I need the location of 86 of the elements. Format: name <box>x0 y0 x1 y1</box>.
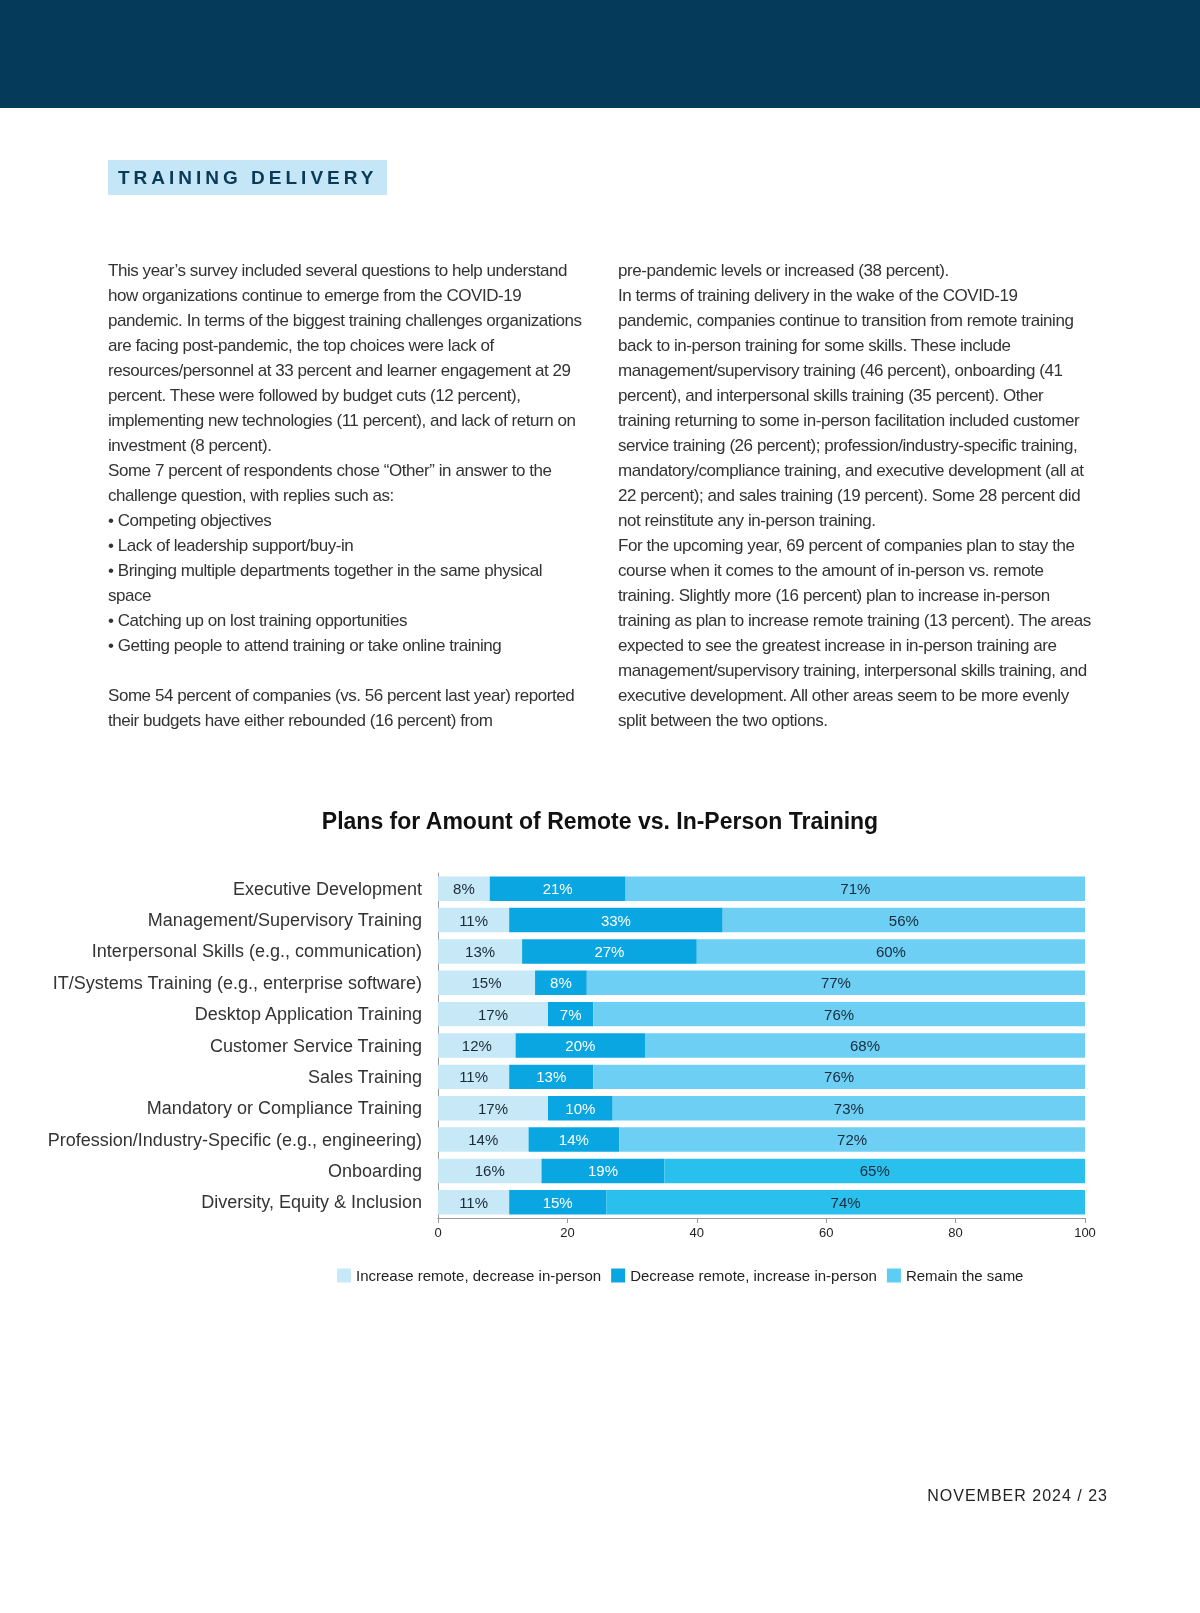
text: TRAINING DELIVERY <box>108 160 388 195</box>
data-label: 10% <box>565 1099 596 1117</box>
x-tick-label: 60 <box>818 1225 834 1240</box>
data-label: 11% <box>459 1068 489 1086</box>
legend-label: Decrease remote, increase in-person <box>630 1267 877 1284</box>
data-label: 60% <box>875 942 906 960</box>
x-tick-label: 80 <box>948 1225 963 1240</box>
data-label: 11% <box>459 911 489 929</box>
data-label: 14% <box>558 1131 589 1149</box>
bar <box>586 970 1085 995</box>
bar <box>664 1158 1085 1184</box>
text: This year’s survey included several questions to help understand how organizations continue to emerge from the COVID-19 pandemic. In terms of the biggest training challenges organizations are facing post-pandemic, the top choices were lack of resources/personnel at 33 percent and learner engagement at 29 percent. These were followed by budget cuts (12 percent), implementing new technologies (11 percent), and lack of return on investment (8 percent). Some 7 percent of respondents chose “Other” in answer to the challenge question, with replies such as: • Competing objectives • Lack of leadership support/buy-in • Bringing multiple departments together in the same physical space • Catching up on lost training opportunities • Getting people to attend training or take online training Some 54 percent of companies (vs. 56 percent last year) reported their budgets have either rebounded (16 percent) from <box>108 261 582 730</box>
data-label: 17% <box>477 1099 509 1117</box>
bar <box>645 1033 1085 1058</box>
data-label: 73% <box>833 1099 864 1117</box>
bar <box>509 1064 594 1090</box>
data-label: 27% <box>594 942 625 960</box>
y-tick-label: Desktop Application Training <box>194 1004 422 1025</box>
data-label: 15% <box>542 1193 573 1211</box>
bar <box>509 907 723 933</box>
chart-title: Plans for Amount of Remote vs. In-Person Training <box>321 807 879 834</box>
x-tick-label: 0 <box>434 1225 442 1240</box>
y-tick-label: IT/Systems Training (e.g., enterprise software) <box>52 972 422 993</box>
bar <box>438 1127 529 1152</box>
bar <box>438 1158 542 1184</box>
bar <box>696 939 1085 964</box>
data-label: 13% <box>465 942 496 960</box>
data-label: 21% <box>542 880 573 898</box>
bar <box>619 1127 1085 1152</box>
data-label: 17% <box>477 1005 509 1023</box>
bar <box>438 939 523 964</box>
data-label: 19% <box>587 1162 618 1180</box>
bar <box>438 1033 516 1058</box>
bar <box>612 1096 1085 1121</box>
data-label: 8% <box>550 974 572 992</box>
bar <box>606 1190 1085 1215</box>
bar <box>593 1001 1085 1027</box>
bar <box>515 1033 646 1058</box>
data-label: 74% <box>830 1193 861 1211</box>
data-label: 72% <box>837 1131 868 1149</box>
data-label: 68% <box>850 1037 881 1054</box>
bar <box>438 970 536 995</box>
bar <box>438 1096 548 1121</box>
data-label: 11% <box>459 1193 489 1211</box>
y-tick-label: Executive Development <box>232 878 422 899</box>
data-label: 8% <box>453 880 475 898</box>
bar <box>593 1064 1085 1090</box>
bar <box>438 1001 548 1027</box>
bar <box>509 1190 607 1215</box>
bar <box>489 876 626 901</box>
text: pre-pandemic levels or increased (38 percent). In terms of training delivery in the wake of the COVID-19 pandemic, companies continue to transition from remote training back to in-person training for some skills. These include management/supervisory training (46 percent), onboarding (41 percent), and interpersonal skills training (35 percent). Other training returning to some in-person facilitation included customer service training (26 percent); profession/industry-specific training, mandatory/compliance training, and executive development (all at 22 percent); and sales training (19 percent). Some 28 percent did not reinstitute any in-person training. For the upcoming year, 69 percent of companies plan to stay the course when it comes to the amount of in-person vs. remote training. Slightly more (16 percent) plan to increase in-person training as plan to increase remote training (13 percent). The areas expected to see the greatest increase in in-person training are management/supervisory training, interpersonal skills training, and executive development. All other areas seem to be more evenly split between the two options. <box>618 261 1091 730</box>
bar <box>625 876 1085 901</box>
y-tick-label: Sales Training <box>307 1066 422 1087</box>
data-label: 15% <box>471 974 502 992</box>
y-tick-label: Diversity, Equity & Inclusion <box>201 1192 422 1213</box>
data-label: 12% <box>461 1037 492 1054</box>
data-label: 76% <box>824 1005 855 1023</box>
data-label: 14% <box>468 1131 499 1149</box>
data-label: 71% <box>840 880 871 898</box>
y-tick-label: Management/Supervisory Training <box>147 910 422 931</box>
bar <box>438 1190 510 1215</box>
data-label: 13% <box>536 1068 567 1086</box>
bar <box>522 939 697 964</box>
data-label: 20% <box>565 1037 596 1054</box>
legend-label: Increase remote, decrease in-person <box>356 1267 602 1284</box>
data-label: 77% <box>820 974 851 992</box>
bar <box>438 876 490 901</box>
data-label: 33% <box>600 911 631 929</box>
data-label: 76% <box>824 1068 855 1086</box>
y-tick-label: Profession/Industry-Specific (e.g., engineering) <box>47 1129 422 1150</box>
bar <box>541 1158 665 1184</box>
data-label: 56% <box>888 911 919 929</box>
x-tick-label: 20 <box>560 1225 575 1240</box>
y-tick-label: Interpersonal Skills (e.g., communication) <box>91 941 422 962</box>
y-tick-label: Mandatory or Compliance Training <box>146 1098 422 1119</box>
y-tick-label: Customer Service Training <box>209 1035 422 1056</box>
bar <box>722 907 1085 933</box>
data-label: 7% <box>559 1005 582 1023</box>
bar <box>528 1127 620 1152</box>
data-label: 65% <box>859 1162 890 1180</box>
x-tick-label: 100 <box>1074 1225 1096 1240</box>
data-label: 16% <box>474 1162 505 1180</box>
legend-label: Remain the same <box>905 1267 1024 1284</box>
text: NOVEMBER 2024 / 23 <box>927 1487 1108 1505</box>
y-tick-label: Onboarding <box>327 1160 422 1181</box>
x-tick-label: 40 <box>689 1225 705 1240</box>
